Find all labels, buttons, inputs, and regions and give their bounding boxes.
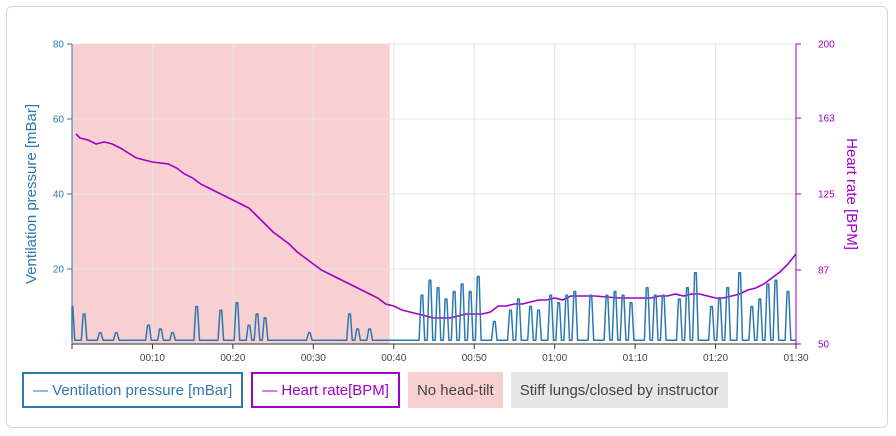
y-left-tick-label: 40 (53, 190, 65, 201)
y-axis-left-label: Ventilation pressure [mBar] (23, 104, 40, 284)
x-tick-label: 00:50 (462, 353, 487, 364)
legend-ventilation-label: — Ventilation pressure [mBar] (33, 381, 233, 399)
y-right-tick-label: 200 (818, 40, 835, 51)
x-tick-label: 01:30 (783, 353, 808, 364)
legend-ventilation-pressure[interactable]: — Ventilation pressure [mBar] (22, 372, 244, 408)
y-left-tick-label: 20 (53, 265, 65, 276)
y-right-tick-label: 50 (818, 340, 830, 351)
y-right-tick-label: 125 (818, 190, 835, 201)
y-left-tick-label: 80 (53, 40, 65, 51)
legend-heart-rate[interactable]: — Heart rate[BPM] (251, 372, 400, 408)
x-tick-label: 00:40 (381, 353, 406, 364)
legend: — Ventilation pressure [mBar] — Heart ra… (22, 372, 728, 408)
x-tick-label: 00:30 (301, 353, 326, 364)
legend-stiff-lungs[interactable]: Stiff lungs/closed by instructor (510, 372, 728, 408)
x-tick-label: 00:10 (140, 353, 165, 364)
x-tick-label: 01:00 (542, 353, 567, 364)
x-tick-label: 00:20 (220, 353, 245, 364)
ventilation-pressure-line (71, 272, 796, 342)
x-tick-label: 01:20 (703, 353, 728, 364)
y-right-tick-label: 163 (818, 114, 835, 125)
legend-stiff-lungs-label: Stiff lungs/closed by instructor (519, 381, 719, 399)
legend-no-head-tilt-label: No head-tilt (416, 381, 494, 399)
legend-no-head-tilt[interactable]: No head-tilt (407, 372, 503, 408)
legend-heart-rate-label: — Heart rate[BPM] (262, 381, 389, 399)
y-right-tick-label: 87 (818, 266, 830, 277)
y-left-tick-label: 60 (53, 115, 65, 126)
y-axis-right-label: Heart rate [BPM] (843, 138, 860, 250)
x-tick-label: 01:10 (623, 353, 648, 364)
